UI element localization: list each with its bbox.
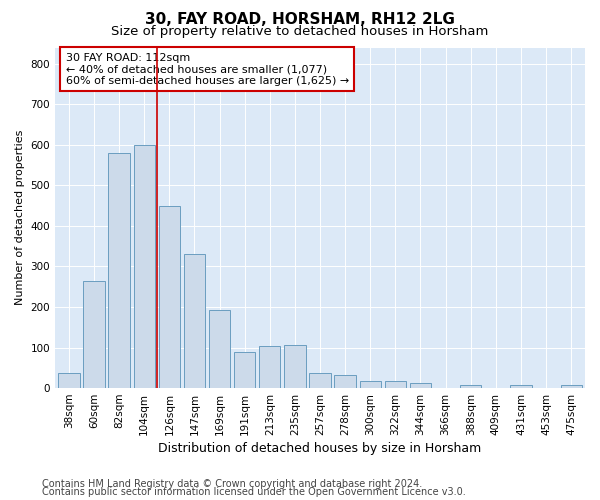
X-axis label: Distribution of detached houses by size in Horsham: Distribution of detached houses by size … [158,442,482,455]
Text: Size of property relative to detached houses in Horsham: Size of property relative to detached ho… [112,25,488,38]
Bar [259,346,280,388]
Bar [334,375,356,388]
Bar [184,254,205,388]
Text: 30, FAY ROAD, HORSHAM, RH12 2LG: 30, FAY ROAD, HORSHAM, RH12 2LG [145,12,455,28]
Bar [410,383,431,388]
Bar [560,385,582,388]
Text: 30 FAY ROAD: 112sqm
← 40% of detached houses are smaller (1,077)
60% of semi-det: 30 FAY ROAD: 112sqm ← 40% of detached ho… [65,52,349,86]
Bar [359,381,381,388]
Bar [83,282,104,388]
Bar [284,346,305,388]
Bar [234,352,256,388]
Text: Contains HM Land Registry data © Crown copyright and database right 2024.: Contains HM Land Registry data © Crown c… [42,479,422,489]
Bar [134,145,155,388]
Bar [460,385,481,388]
Bar [209,310,230,388]
Bar [310,373,331,388]
Text: Contains public sector information licensed under the Open Government Licence v3: Contains public sector information licen… [42,487,466,497]
Bar [510,385,532,388]
Y-axis label: Number of detached properties: Number of detached properties [15,130,25,306]
Bar [58,372,80,388]
Bar [109,153,130,388]
Bar [385,381,406,388]
Bar [158,206,180,388]
